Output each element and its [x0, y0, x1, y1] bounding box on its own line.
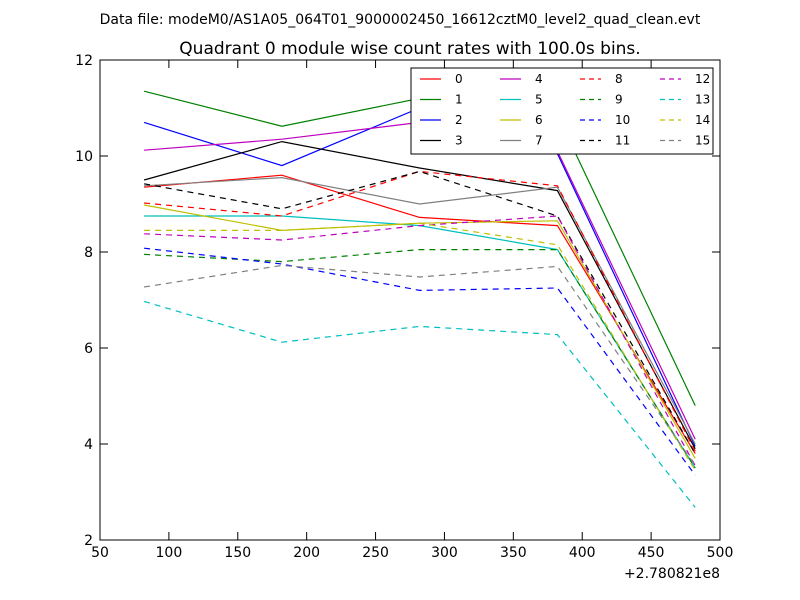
legend-box	[410, 67, 714, 155]
x-tick-label: 250	[362, 545, 389, 561]
legend-label: 2	[455, 113, 463, 127]
legend-label: 8	[615, 72, 623, 86]
y-tick-label: 2	[84, 533, 93, 549]
legend-label: 1	[455, 93, 463, 107]
legend-label: 10	[615, 113, 630, 127]
legend-label: 13	[695, 93, 710, 107]
x-tick-label: 500	[707, 545, 734, 561]
x-tick-label: 50	[91, 545, 109, 561]
chart-title: Quadrant 0 module wise count rates with …	[179, 39, 640, 59]
series-line-7	[144, 176, 696, 445]
series-line-8	[144, 170, 696, 452]
series-line-11	[143, 170, 696, 454]
legend-label: 15	[695, 134, 710, 148]
data-file-header: Data file: modeM0/AS1A05_064T01_90000024…	[100, 12, 701, 28]
y-tick-label: 6	[84, 341, 93, 357]
series-line-15	[144, 264, 696, 466]
x-tick-label: 200	[293, 545, 320, 561]
series-line-12	[144, 215, 696, 466]
series-line-14	[144, 222, 696, 471]
x-tick-label: 450	[638, 545, 665, 561]
legend-label: 11	[615, 134, 630, 148]
legend-label: 14	[695, 113, 710, 127]
x-tick-label: 150	[224, 545, 251, 561]
y-tick-label: 10	[75, 149, 93, 165]
x-tick-label: 300	[431, 545, 458, 561]
legend-label: 5	[535, 93, 543, 107]
series-line-3	[143, 140, 696, 450]
y-tick-label: 12	[75, 53, 93, 69]
plot-frame	[99, 59, 721, 541]
y-tick-label: 8	[84, 245, 93, 261]
legend-label: 0	[455, 72, 463, 86]
series-line-10	[144, 247, 696, 476]
x-offset-label: +2.780821e8	[624, 566, 720, 582]
legend-label: 9	[615, 93, 623, 107]
y-tick-label: 4	[84, 437, 93, 453]
legend-label: 6	[535, 113, 543, 127]
x-tick-label: 350	[500, 545, 527, 561]
legend-label: 4	[535, 72, 543, 86]
x-tick-label: 100	[156, 545, 183, 561]
x-tick-label: 400	[569, 545, 596, 561]
legend-label: 7	[535, 134, 543, 148]
series-line-0	[144, 174, 696, 454]
legend-label: 3	[455, 134, 463, 148]
legend-label: 12	[695, 72, 710, 86]
